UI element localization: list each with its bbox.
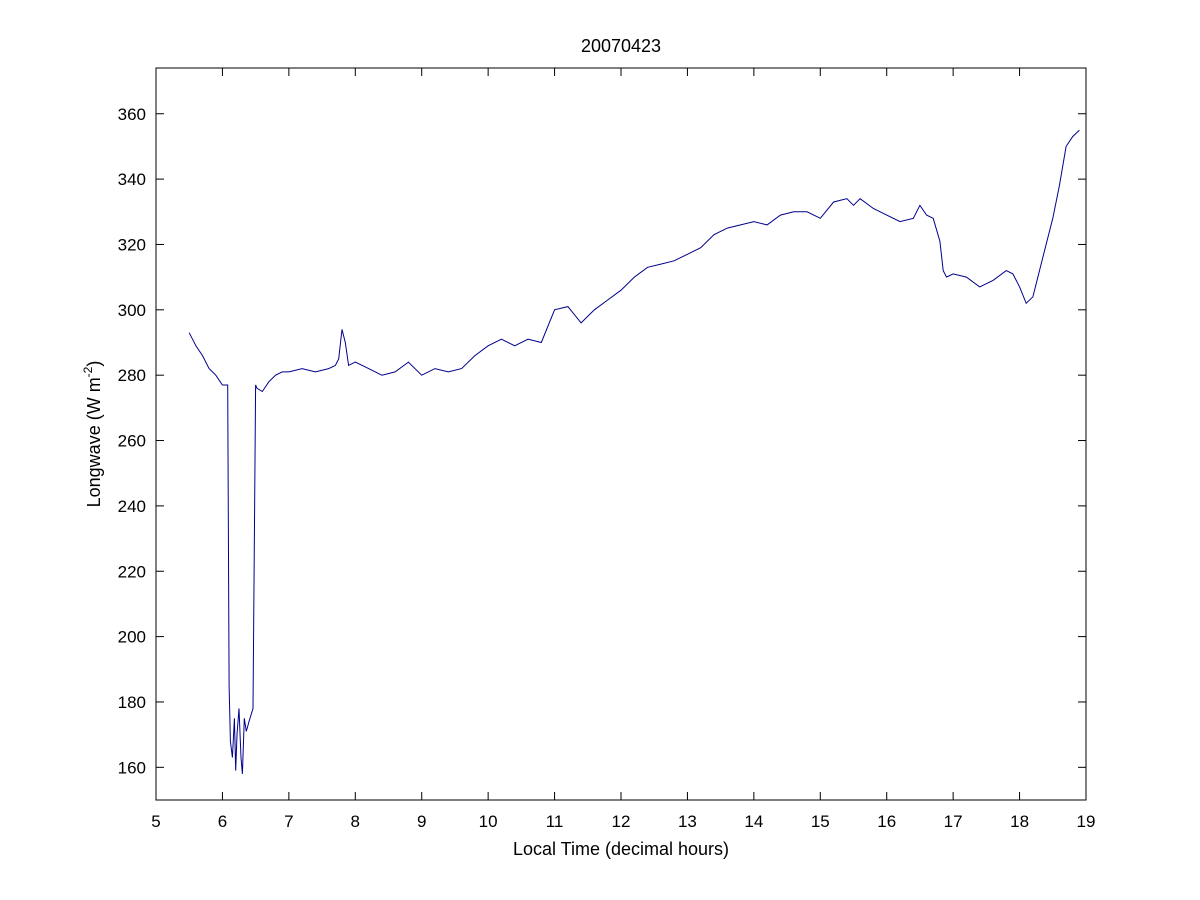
y-tick-label: 220 [118,562,146,581]
y-axis-label: Longwave (W m-2) [81,361,104,508]
x-axis-ticks: 5 6 7 8 9 10 11 12 13 14 15 16 17 18 19 [151,68,1095,831]
x-axis-label: Local Time (decimal hours) [513,839,729,859]
x-tick-label: 19 [1077,812,1096,831]
y-tick-label: 320 [118,235,146,254]
x-tick-label: 11 [546,812,564,831]
x-tick-label: 6 [218,812,227,831]
y-tick-label: 200 [118,628,146,647]
x-tick-label: 7 [284,812,293,831]
x-tick-label: 5 [151,812,160,831]
y-axis-ticks: 160 180 200 220 240 260 280 300 320 340 360 [118,105,1086,777]
x-tick-label: 18 [1010,812,1029,831]
x-tick-label: 10 [479,812,498,831]
y-tick-label: 160 [118,758,146,777]
y-tick-label: 360 [118,105,146,124]
x-tick-label: 12 [612,812,631,831]
x-tick-label: 9 [417,812,426,831]
y-axis-label-prefix: Longwave (W m [84,377,104,507]
series-line-longwave [188,129,1080,774]
y-tick-label: 340 [118,170,146,189]
y-axis-label-superscript: -2 [81,366,95,377]
x-tick-label: 17 [944,812,963,831]
y-tick-label: 260 [118,432,146,451]
y-axis-label-suffix: ) [84,361,104,367]
plot-area-frame [155,67,1087,801]
y-tick-label: 280 [118,366,146,385]
chart-title: 20070423 [581,36,661,56]
x-tick-label: 16 [877,812,896,831]
y-tick-label: 180 [118,693,146,712]
x-tick-label: 13 [678,812,697,831]
y-tick-label: 300 [118,301,146,320]
y-tick-label: 240 [118,497,146,516]
x-tick-label: 14 [744,812,763,831]
x-tick-label: 8 [351,812,360,831]
x-tick-label: 15 [811,812,830,831]
